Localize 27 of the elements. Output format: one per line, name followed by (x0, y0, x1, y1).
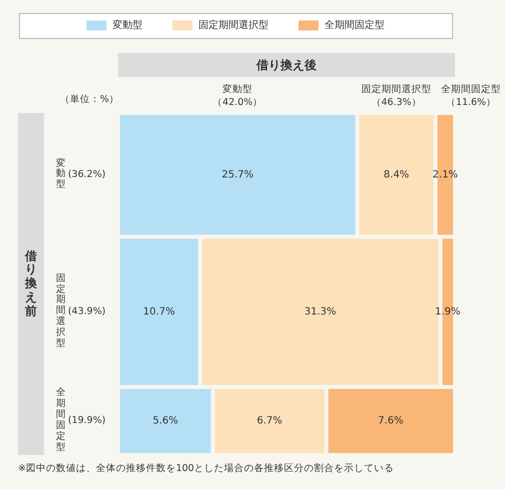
legend-label: 固定期間選択型 (198, 19, 268, 32)
category-label: 固定期間選択型 (361, 84, 432, 95)
legend-label: 変動型 (112, 19, 142, 32)
text: (36.2%) (68, 169, 106, 180)
text: (43.9%) (68, 306, 106, 318)
data-label: 1.9% (435, 306, 460, 318)
data-label: 7.6% (378, 416, 404, 427)
legend-label: 全期間固定型 (324, 19, 384, 32)
category-label: 変動型 (56, 158, 66, 190)
text: （46.3%） (370, 96, 422, 109)
text: 借り換え前 (24, 248, 38, 318)
category-label: 全期間固定型 (441, 83, 501, 96)
text: （42.0%） (212, 96, 264, 109)
text: (19.9%) (68, 415, 106, 426)
category-label: 変動型 (222, 83, 254, 96)
data-label: 6.7% (256, 416, 282, 427)
data-label: 25.7% (222, 169, 254, 180)
data-label: 5.6% (152, 416, 178, 427)
text: （11.6%） (444, 96, 498, 109)
text: 借り換え後 (118, 53, 455, 77)
category-label: 固定期間選択型 (56, 272, 66, 350)
data-label: 10.7% (143, 306, 175, 318)
category-label: 全期間固定型 (56, 387, 66, 453)
text: （単位：%） (60, 93, 120, 106)
text: ※図中の数値は、全体の推移件数を100とした場合の各推移区分の割合を示している (18, 462, 394, 475)
data-label: 31.3% (304, 306, 336, 318)
data-label: 8.4% (384, 169, 410, 180)
